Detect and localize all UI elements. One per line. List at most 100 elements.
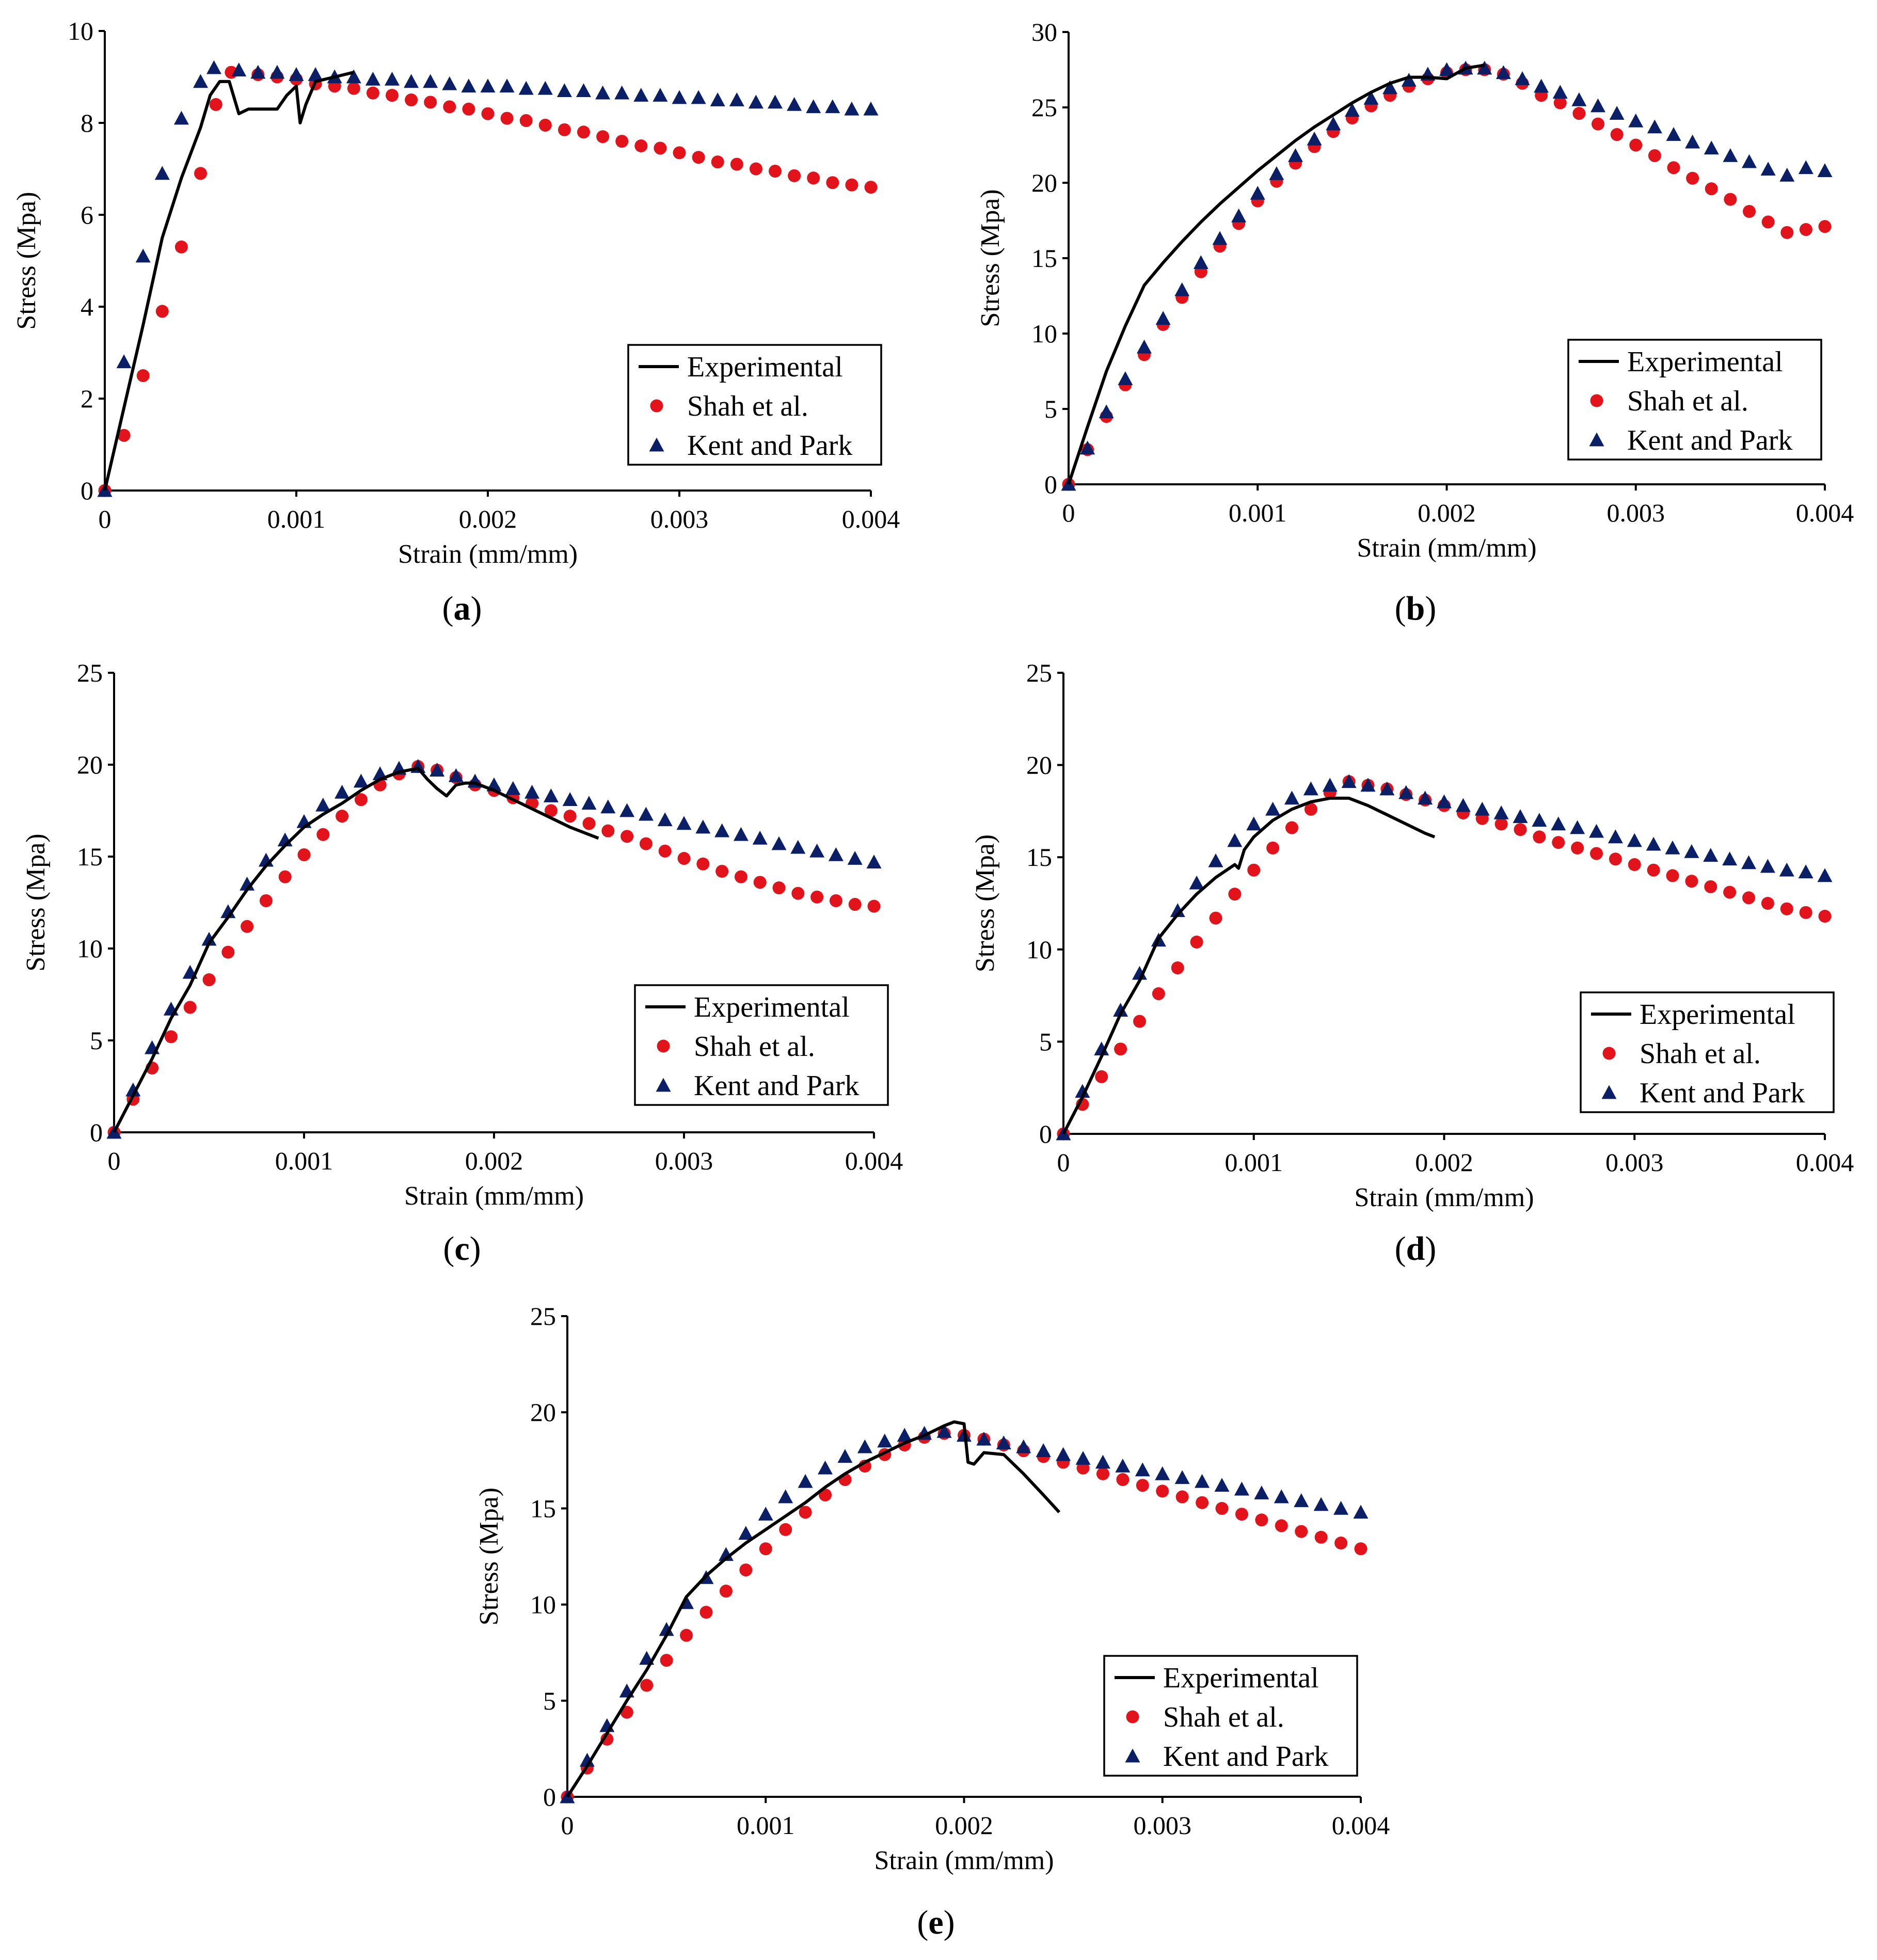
shah-point [259,894,273,907]
kent-park-point [1534,78,1549,93]
shah-point [405,93,418,106]
y-tick-label: 15 [1026,843,1052,872]
kent-park-point [1455,798,1471,812]
shah-point [601,824,615,837]
x-tick-label: 0.002 [1415,1148,1473,1177]
kent-park-point [1722,851,1738,866]
shah-point [596,130,610,144]
shah-point [1572,107,1586,120]
kent-park-point [729,92,744,106]
shah-point [615,135,629,148]
shah-point [753,876,767,889]
shah-point [462,102,475,116]
kent-park-point [1303,781,1318,796]
series-kent-and-park [1061,60,1833,491]
shah-point [1761,897,1774,910]
legend-circle-swatch [650,399,663,413]
legend-label: Shah et al. [1627,385,1748,417]
legend: Experimental Shah et al. Kent and Park [634,984,889,1106]
shah-point [1215,1501,1229,1515]
shah-point [316,828,330,841]
kent-park-point [1113,1003,1128,1017]
kent-park-point [1269,166,1284,180]
x-tick-label: 0.004 [1796,1148,1854,1177]
kent-park-point [315,797,331,812]
shah-point [1209,911,1222,925]
kent-park-point [1294,1493,1309,1507]
kent-park-point [125,1082,141,1097]
legend-circle-swatch [657,1039,670,1053]
kent-park-point [1099,404,1114,419]
shah-point [1514,823,1527,836]
kent-park-point [1095,1455,1110,1469]
shah-point [1553,96,1567,109]
shah-point [1799,223,1812,236]
x-tick-label: 0.003 [1134,1811,1192,1840]
shah-point [443,100,456,114]
shah-point [779,1523,792,1536]
shah-point [1196,1496,1209,1509]
y-tick-label: 20 [77,750,103,779]
kent-park-point [524,784,540,799]
y-tick-label: 5 [543,1686,556,1715]
kent-park-point [576,83,591,98]
kent-park-point [866,855,882,869]
shah-point [1743,204,1756,218]
kent-park-point [758,1507,773,1521]
shah-point [1780,226,1794,239]
shah-point [1114,1042,1127,1056]
y-tick-label: 8 [81,108,93,137]
shah-point [136,369,150,382]
y-tick-label: 10 [1026,935,1052,964]
kent-park-point [116,354,132,369]
x-tick-label: 0.004 [1332,1811,1390,1840]
kent-park-point [154,166,170,180]
y-tick-label: 5 [1044,394,1057,423]
shah-point [1295,1525,1308,1538]
kent-park-point [1760,859,1775,873]
shah-point [696,857,710,871]
shah-point [183,1001,197,1014]
kent-park-point [1685,134,1700,149]
kent-park-point [385,71,400,86]
y-axis-title: Stress (Mpa) [12,192,41,329]
kent-park-point [1231,208,1247,223]
kent-park-point [1313,1497,1329,1511]
kent-park-point [768,94,783,109]
kent-park-point [657,812,673,827]
kent-park-point [672,90,687,104]
legend-label: Shah et al. [687,390,808,422]
kent-park-point [1723,148,1738,162]
kent-park-point [1080,440,1095,455]
legend-label: Experimental [687,351,843,383]
kent-park-point [1704,140,1719,155]
shah-point [1704,880,1717,893]
kent-park-point [1779,862,1794,877]
kent-park-point [1608,829,1623,844]
shah-point [1533,830,1546,844]
legend-box [1103,1655,1358,1777]
kent-park-point [638,807,654,821]
shah-point [1235,1508,1248,1521]
shah-point [117,429,131,442]
shah-point [867,899,881,913]
shah-point [1116,1473,1130,1487]
x-tick-label: 0.003 [1607,498,1665,527]
kent-park-point [579,1752,595,1767]
legend-triangle-swatch [1589,432,1604,447]
kent-park-point [1646,836,1661,851]
shah-point [810,890,824,904]
kent-park-point [847,851,863,865]
kent-park-point [1322,778,1338,792]
shah-point [1705,182,1718,196]
kent-park-point [135,248,151,263]
x-tick-label: 0.002 [935,1811,993,1840]
shah-point [739,1563,753,1577]
shah-point [1818,910,1832,923]
shah-point [582,817,596,830]
kent-park-point [733,827,749,841]
chart-b: 0 5 10 15 20 25 30 0 0.001 0.002 0.003 0.004 Strain … [976,18,1854,627]
panel-caption: (c) [443,1230,481,1268]
shah-point [1742,891,1755,905]
shah-point [1275,1519,1288,1532]
